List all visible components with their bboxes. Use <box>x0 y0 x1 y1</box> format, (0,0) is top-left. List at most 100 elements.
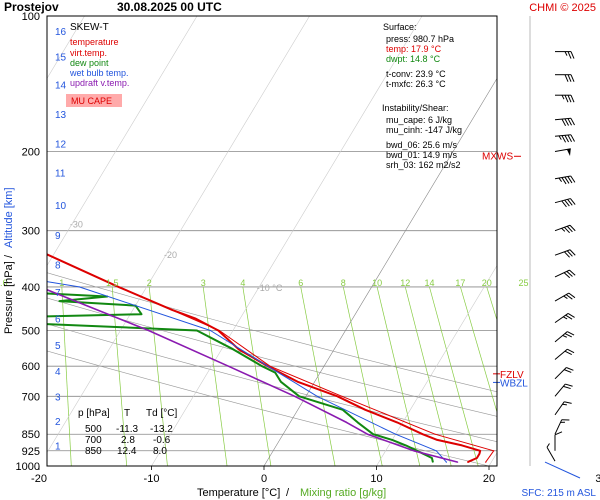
series-point-0-14 <box>194 317 196 319</box>
wind-barb-480 <box>554 312 575 324</box>
wind-barb-full <box>570 198 576 205</box>
wind-barb-full <box>561 419 570 421</box>
wind-barb-full <box>567 199 573 206</box>
wind-barb-770 <box>554 401 572 416</box>
wind-barb-shaft <box>554 348 568 360</box>
altitude-tick-6: 6 <box>55 314 61 325</box>
series-point-3-7 <box>17 276 18 277</box>
pressure-tick-500: 500 <box>22 326 40 338</box>
wind-barb-full <box>561 118 567 127</box>
pressure-tick-1000: 1000 <box>16 461 40 473</box>
wind-barb-full <box>561 177 567 185</box>
pressure-tick-400: 400 <box>22 282 40 294</box>
series-point-4-5 <box>227 365 229 367</box>
series-point-1-4 <box>269 365 271 367</box>
wind-barb-full <box>564 401 572 404</box>
mixing-ratio-line-3 <box>61 286 72 466</box>
x-axis-title-mixing: Mixing ratio [g/kg] <box>300 487 386 499</box>
wind-barb-shaft <box>554 292 570 302</box>
altitude-tick-12: 12 <box>55 139 67 150</box>
altitude-tick-9: 9 <box>55 231 61 242</box>
isotherm--10 <box>151 16 423 466</box>
wind-barb-full <box>564 369 572 373</box>
mixing-ratio-label-5: 2 <box>147 278 152 288</box>
series-point-1-5 <box>218 329 220 332</box>
series-point-3-2 <box>395 433 397 435</box>
wind-barb-340 <box>554 249 576 258</box>
dry-adiabat-30 <box>47 323 497 443</box>
series-point-2-18 <box>58 300 61 302</box>
series-point-4-3 <box>345 421 348 423</box>
table-row-850-t: 12.4 <box>117 446 137 457</box>
series-point-4-2 <box>366 433 369 435</box>
wind-barb-full <box>564 176 570 184</box>
wind-barb-full <box>570 175 576 183</box>
altitude-tick-7: 7 <box>55 288 61 299</box>
table-header-t: T <box>124 408 130 419</box>
altitude-tick-8: 8 <box>55 261 61 272</box>
series-point-4-4 <box>294 395 296 397</box>
wind-barb-full <box>566 250 573 257</box>
surface-dwpt: dwpt: 14.8 °C <box>386 54 441 64</box>
altitude-tick-13: 13 <box>55 110 67 121</box>
series-point-3-5 <box>209 329 211 332</box>
series-point-2-16 <box>140 313 143 315</box>
wind-barb-half <box>546 443 550 448</box>
wind-barb-full <box>566 271 573 277</box>
wind-barb-full <box>567 95 572 103</box>
altitude-tick-15: 15 <box>55 52 67 63</box>
wind-barb-full <box>567 312 575 318</box>
altitude-tick-1: 1 <box>55 441 61 452</box>
wind-barbs-layer <box>544 51 581 479</box>
legend-dew-point: dew point <box>70 58 109 68</box>
isotherm-20 <box>488 452 497 466</box>
series-line-2 <box>47 292 434 463</box>
x-tick-label-20: 20 <box>483 473 495 485</box>
instability-info: Instability/Shear: mu_cape: 6 J/kg mu_ci… <box>382 103 462 170</box>
wind-barb-full <box>561 135 567 143</box>
mixing-ratio-line-9 <box>342 286 383 466</box>
series-point-1-0 <box>485 461 487 463</box>
wind-barb-full <box>570 95 575 103</box>
wind-barb-260 <box>554 198 576 208</box>
wind-barb-pennant <box>566 148 571 156</box>
wind-barb-full <box>567 74 572 82</box>
wind-barb-full <box>561 200 567 208</box>
wind-barb-full <box>564 226 570 234</box>
wind-barb-full <box>565 314 573 320</box>
x-tick-label-30: 30 <box>595 473 600 485</box>
wind-barb-half <box>558 135 562 140</box>
series-point-1-1 <box>493 450 495 452</box>
table-row-700-p: 700 <box>85 435 102 446</box>
wind-barb-half <box>562 335 567 338</box>
mixing-ratio-label-2: 0.6 <box>0 278 7 288</box>
levels-table: p [hPa] T Td [°C] 500 -11.3 -13.2 700 2.… <box>78 408 177 457</box>
legend-wet-bulb: wet bulb temp. <box>69 68 129 78</box>
station-name: Prostejov <box>4 0 59 14</box>
wind-barb-half <box>560 421 565 423</box>
series-point-2-5 <box>372 433 374 435</box>
x-tick-label-0: 0 <box>261 473 267 485</box>
wind-barb-full <box>564 333 572 338</box>
wind-barb-150 <box>555 94 575 103</box>
wind-barb-full <box>565 383 573 387</box>
wind-barb-half <box>558 177 563 182</box>
mixing-ratio-line-7 <box>242 286 272 466</box>
surface-title: Surface: <box>383 22 417 32</box>
wind-barb-850 <box>554 419 570 435</box>
series-line-3 <box>47 281 447 463</box>
series-point-1-6 <box>117 286 120 288</box>
series-point-0-4 <box>461 444 463 446</box>
wind-barb-full <box>570 134 575 142</box>
wind-barb-full <box>568 292 576 299</box>
altitude-tick-16: 16 <box>55 27 67 38</box>
x-tick-label--20: -20 <box>31 473 47 485</box>
instability-srh-03: srh_03: 162 m2/s2 <box>386 160 461 170</box>
table-row-700-t: 2.8 <box>121 435 135 446</box>
altitude-tick-5: 5 <box>55 341 61 352</box>
wind-barb-full <box>570 118 575 126</box>
series-point-2-3 <box>405 444 407 446</box>
legend-updraft: updraft v.temp. <box>70 78 129 88</box>
wind-barb-full <box>567 51 572 59</box>
pressure-tick-700: 700 <box>22 391 40 403</box>
